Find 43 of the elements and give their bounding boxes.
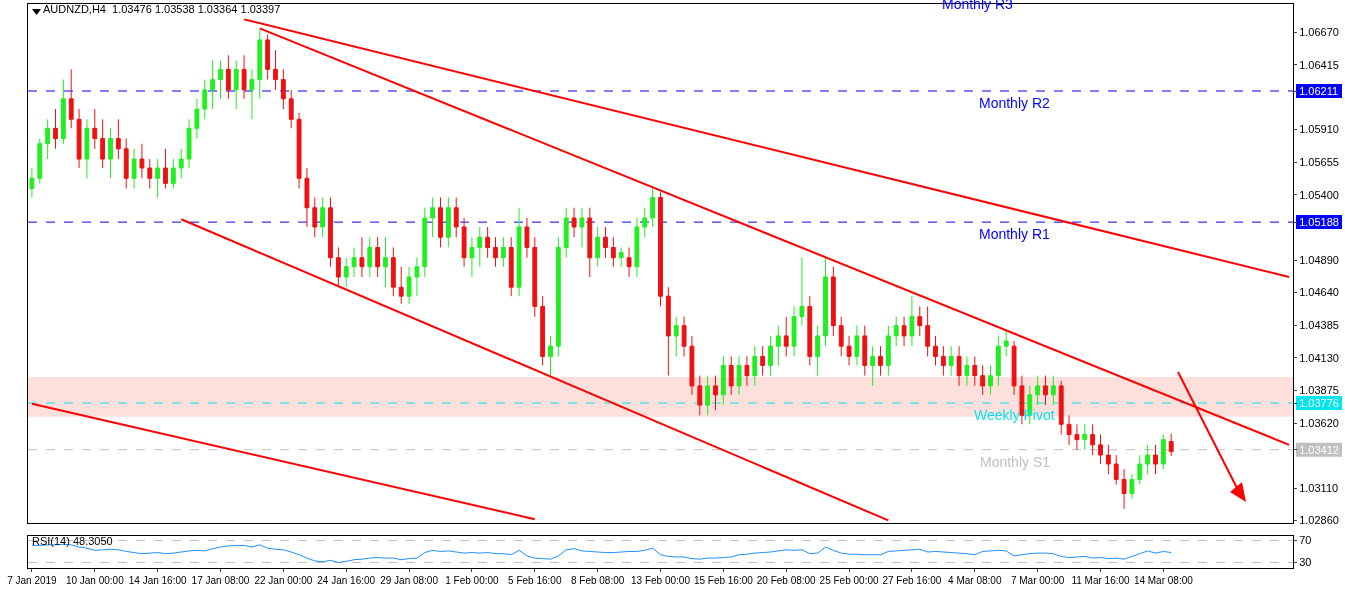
y-tick-label: 1.05400 bbox=[1299, 188, 1339, 201]
x-tick-label: 22 Jan 00:00 bbox=[254, 575, 313, 586]
x-tick-label: 8 Feb 08:00 bbox=[570, 575, 625, 586]
x-tick-label: 10 Jan 00:00 bbox=[65, 575, 125, 586]
x-tick-label: 11 Mar 16:00 bbox=[1071, 575, 1131, 586]
y-tick-label: 1.05910 bbox=[1299, 123, 1339, 136]
x-tick-label: 17 Jan 08:00 bbox=[191, 575, 250, 586]
y-tick-label: 1.03412 bbox=[1299, 443, 1339, 456]
y-tick-label: 1.03776 bbox=[1299, 396, 1339, 409]
ref-line-label: Monthly R1 bbox=[979, 226, 1051, 242]
ref-line-label: Monthly R2 bbox=[979, 95, 1051, 111]
x-tick-label: 7 Jan 2019 bbox=[7, 575, 58, 586]
y-tick-label: 1.03620 bbox=[1299, 416, 1339, 429]
x-tick-label: 20 Feb 08:00 bbox=[756, 575, 817, 586]
y-tick-label: 1.06211 bbox=[1299, 84, 1339, 97]
y-tick-label: 1.04890 bbox=[1299, 254, 1339, 267]
chart-title: RSI(14) 48.3050 bbox=[32, 534, 113, 547]
y-tick-label: 1.03875 bbox=[1299, 384, 1339, 397]
y-tick-label: 1.04385 bbox=[1299, 318, 1339, 331]
y-tick-label: 1.04130 bbox=[1299, 351, 1339, 364]
y-tick-label: 1.05188 bbox=[1299, 215, 1339, 228]
x-tick-label: 15 Feb 16:00 bbox=[693, 575, 754, 586]
x-tick-label: 1 Feb 00:00 bbox=[445, 575, 500, 586]
y-tick-label: 30 bbox=[1299, 556, 1312, 569]
y-tick-label: 1.05655 bbox=[1299, 156, 1339, 169]
x-tick-label: 4 Mar 08:00 bbox=[948, 575, 1002, 586]
y-tick-label: 1.06670 bbox=[1299, 26, 1339, 39]
y-tick-label: 1.06415 bbox=[1299, 58, 1339, 71]
x-tick-label: 27 Feb 16:00 bbox=[882, 575, 942, 586]
x-tick-label: 29 Jan 08:00 bbox=[380, 575, 439, 586]
chart-title: AUDNZD,H4 1.03476 1.03538 1.03364 1.03397 bbox=[43, 2, 281, 15]
x-tick-label: 24 Jan 16:00 bbox=[317, 575, 376, 586]
x-tick-label: 25 Feb 00:00 bbox=[819, 575, 879, 586]
y-tick-label: 1.03110 bbox=[1299, 482, 1339, 495]
x-tick-label: 14 Mar 08:00 bbox=[1133, 575, 1194, 586]
y-tick-label: 1.02860 bbox=[1299, 514, 1339, 527]
x-tick-label: 7 Mar 00:00 bbox=[1010, 575, 1065, 586]
ref-line-label: Monthly S1 bbox=[980, 454, 1051, 470]
y-tick-label: 1.04640 bbox=[1299, 286, 1339, 299]
y-tick-label: 70 bbox=[1299, 534, 1312, 547]
x-tick-label: 5 Feb 16:00 bbox=[508, 575, 562, 586]
x-tick-label: 14 Jan 16:00 bbox=[128, 575, 187, 586]
x-tick-label: 13 Feb 00:00 bbox=[631, 575, 691, 586]
